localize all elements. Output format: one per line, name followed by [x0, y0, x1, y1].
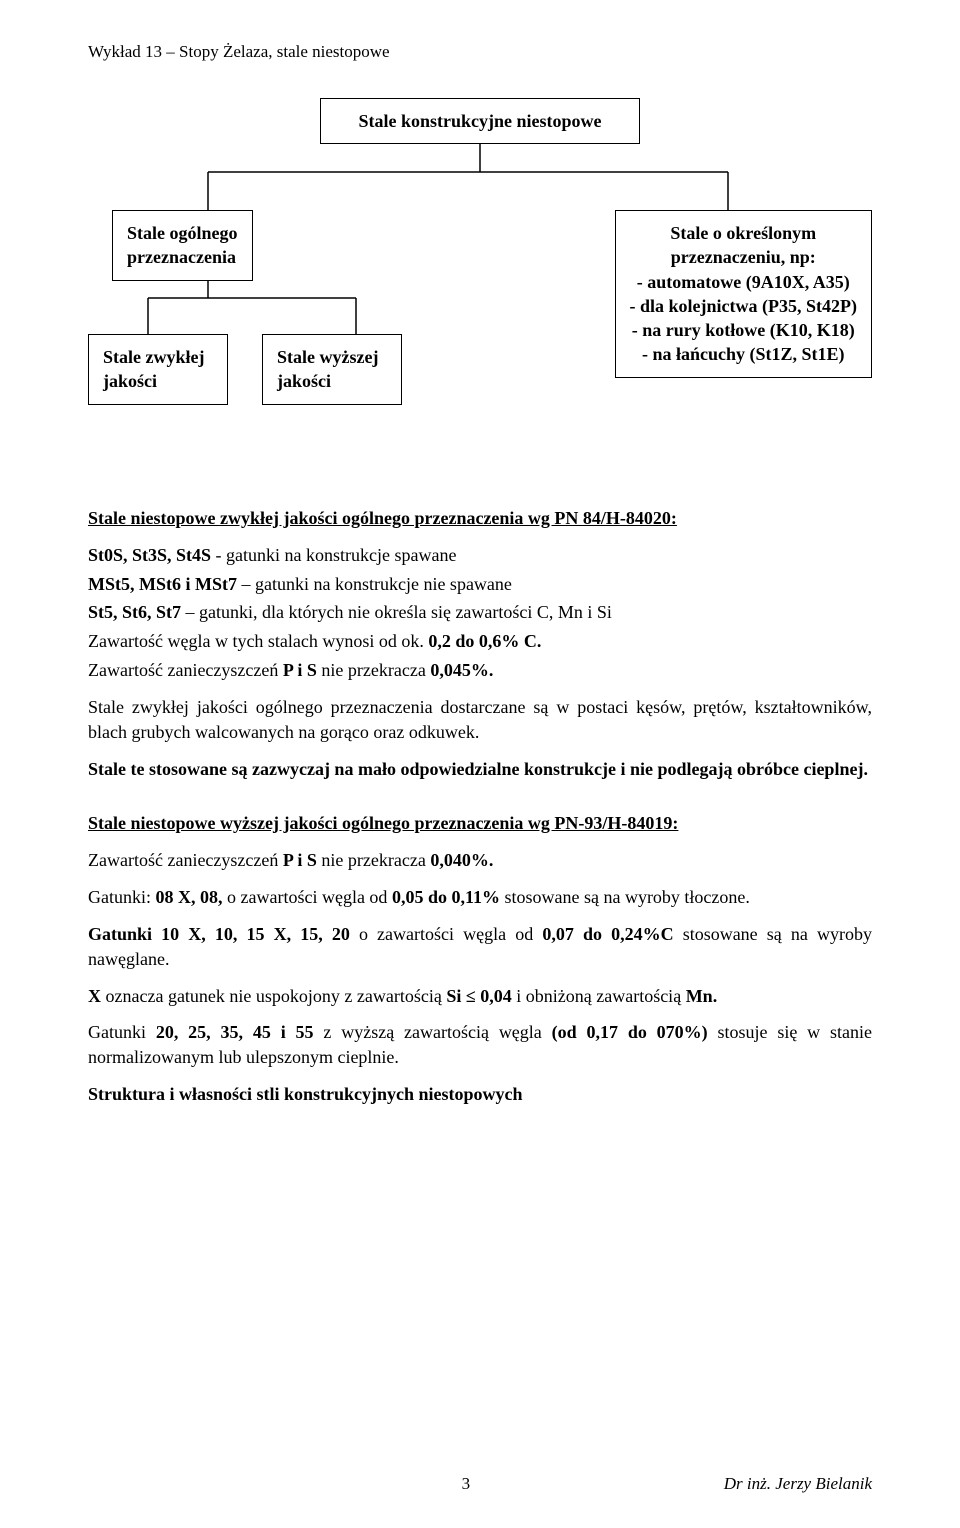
tree-bottom-mid-box: Stale wyższej jakości: [262, 334, 402, 405]
line-impurity: Zawartość zanieczyszczeń P i S nie przek…: [88, 658, 872, 683]
line-gat10: Gatunki 10 X, 10, 15 X, 15, 20 o zawarto…: [88, 922, 872, 972]
tree-left-box: Stale ogólnego przeznaczenia: [112, 210, 253, 281]
line2-impurity: Zawartość zanieczyszczeń P i S nie przek…: [88, 848, 872, 873]
tree-right-label: Stale o określonym przeznaczeniu, np:: [630, 221, 857, 270]
para-supply: Stale zwykłej jakości ogólnego przeznacz…: [88, 695, 872, 745]
page-footer: 3 Dr inż. Jerzy Bielanik: [88, 1474, 872, 1494]
line-gat08: Gatunki: 08 X, 08, o zawartości węgla od…: [88, 885, 872, 910]
final-heading: Struktura i własności stli konstrukcyjny…: [88, 1082, 872, 1107]
classification-tree: Stale konstrukcyjne niestopowe Stale ogó…: [88, 98, 872, 428]
section2-title: Stale niestopowe wyższej jakości ogólneg…: [88, 811, 872, 836]
tree-right-item-2: - na rury kotłowe (K10, K18): [630, 318, 857, 342]
line-st0s: St0S, St3S, St4S - gatunki na konstrukcj…: [88, 543, 872, 568]
tree-top-box: Stale konstrukcyjne niestopowe: [320, 98, 640, 144]
line-carbon: Zawartość węgla w tych stalach wynosi od…: [88, 629, 872, 654]
page-header: Wykład 13 – Stopy Żelaza, stale niestopo…: [88, 42, 872, 62]
para-usage: Stale te stosowane są zazwyczaj na mało …: [88, 757, 872, 782]
line-x: X oznacza gatunek nie uspokojony z zawar…: [88, 984, 872, 1009]
tree-right-item-0: - automatowe (9A10X, A35): [630, 270, 857, 294]
tree-bottom-left-box: Stale zwykłej jakości: [88, 334, 228, 405]
section1-title: Stale niestopowe zwykłej jakości ogólneg…: [88, 506, 872, 531]
tree-right-box: Stale o określonym przeznaczeniu, np: - …: [615, 210, 872, 378]
footer-author: Dr inż. Jerzy Bielanik: [724, 1474, 872, 1494]
tree-right-item-3: - na łańcuchy (St1Z, St1E): [630, 342, 857, 366]
line-st5: St5, St6, St7 – gatunki, dla których nie…: [88, 600, 872, 625]
footer-page-number: 3: [208, 1474, 724, 1494]
line-gat20: Gatunki 20, 25, 35, 45 i 55 z wyższą zaw…: [88, 1020, 872, 1070]
tree-right-item-1: - dla kolejnictwa (P35, St42P): [630, 294, 857, 318]
line-mst: MSt5, MSt6 i MSt7 – gatunki na konstrukc…: [88, 572, 872, 597]
